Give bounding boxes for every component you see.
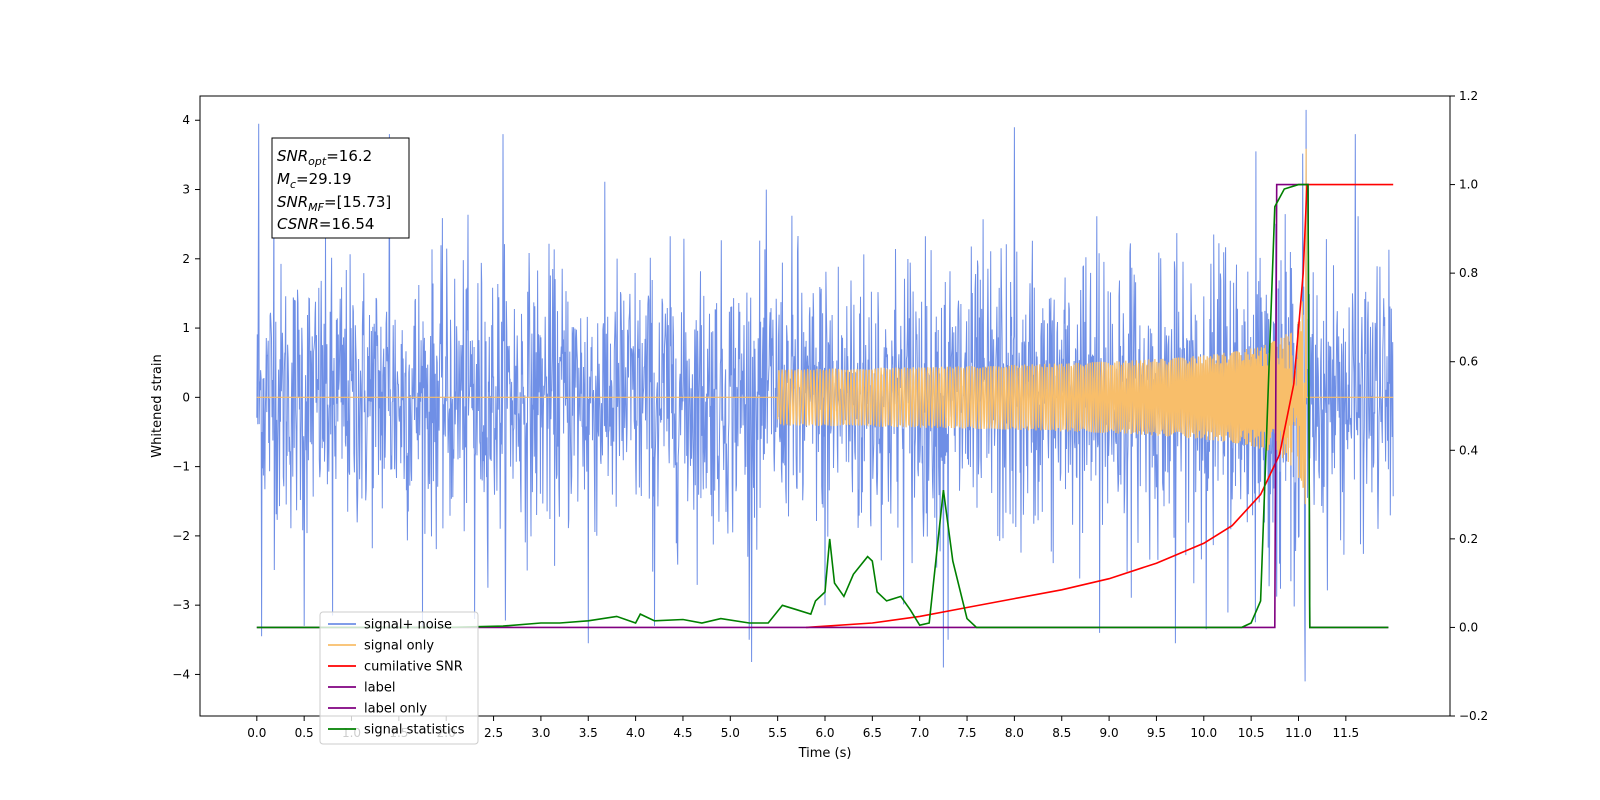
y-tick-label: 1 (182, 321, 190, 335)
x-tick-label: 11.0 (1285, 726, 1312, 740)
svg-text:SNRopt=16.2: SNRopt=16.2 (277, 147, 372, 168)
x-tick-label: 0.0 (247, 726, 266, 740)
x-tick-label: 8.5 (1052, 726, 1071, 740)
x-tick-label: 4.5 (673, 726, 692, 740)
x-tick-label: 2.5 (484, 726, 503, 740)
y-tick-label: 2 (182, 252, 190, 266)
annotation-sym: CSNR (277, 215, 319, 233)
y-tick-label: −3 (172, 598, 190, 612)
series-cumilative-snr (806, 183, 1394, 629)
x-tick-label: 3.0 (531, 726, 550, 740)
y2-tick-label: 0.2 (1459, 532, 1478, 546)
x-tick-label: 6.5 (863, 726, 882, 740)
x-tick-label: 6.0 (815, 726, 834, 740)
annotation-value: =[15.73] (324, 193, 391, 211)
annotation-value: =16.2 (326, 147, 372, 165)
x-tick-label: 5.5 (768, 726, 787, 740)
y-axis-right: 1.2 1.0 0.8 0.6 0.4 0.2 0.0 −0.2 (1450, 89, 1488, 723)
x-tick-label: 9.5 (1147, 726, 1166, 740)
x-tick-label: 7.5 (957, 726, 976, 740)
y-axis-left: 4 3 2 1 0 −1 −2 −3 −4 (172, 113, 200, 681)
annotation-sym: SNR (277, 147, 308, 165)
x-tick-label: 9.0 (1100, 726, 1119, 740)
annotation-value: =16.54 (319, 215, 375, 233)
x-tick-label: 10.0 (1190, 726, 1217, 740)
y-tick-label: 0 (182, 390, 190, 404)
legend-label: cumilative SNR (364, 660, 463, 675)
y2-tick-label: 0.6 (1459, 355, 1478, 369)
annotation-sub: c (290, 178, 296, 191)
y2-tick-label: 0.8 (1459, 266, 1478, 280)
y2-tick-label: 1.0 (1459, 178, 1478, 192)
y2-tick-label: −0.2 (1459, 709, 1488, 723)
legend-box (319, 611, 479, 745)
annotation-sub: MF (308, 201, 324, 214)
y-tick-label: 4 (182, 113, 190, 127)
x-tick-label: 8.0 (1005, 726, 1024, 740)
y-axis-label: Whitened strain (150, 354, 165, 457)
legend-label: signal statistics (364, 723, 465, 738)
annotation-sym: M (277, 170, 290, 188)
legend: signal+ noise signal only cumilative SNR la… (319, 611, 479, 745)
legend-label: label (364, 681, 395, 696)
legend-label: signal only (364, 639, 434, 654)
y-tick-label: −1 (172, 460, 190, 474)
y2-tick-label: 0.0 (1459, 620, 1478, 634)
legend-label: signal+ noise (364, 618, 452, 633)
annotation-sym: SNR (277, 193, 308, 211)
y2-tick-label: 1.2 (1459, 89, 1478, 103)
svg-text:Mc=29.19: Mc=29.19 (277, 170, 352, 191)
svg-text:SNRMF=[15.73]: SNRMF=[15.73] (277, 193, 391, 214)
x-tick-label: 0.5 (295, 726, 314, 740)
y2-tick-label: 0.4 (1459, 443, 1478, 457)
y-tick-label: −4 (172, 667, 190, 681)
series-signal-noise (256, 109, 1394, 682)
svg-text:CSNR=16.54: CSNR=16.54 (277, 215, 374, 233)
x-tick-label: 7.0 (910, 726, 929, 740)
series-signal-statistics (256, 183, 1389, 629)
x-tick-label: 5.0 (721, 726, 740, 740)
annotation-sub: opt (308, 155, 327, 168)
plot-area (256, 109, 1394, 682)
annotation-box: SNRopt=16.2 Mc=29.19 SNRMF=[15.73] CSNR=… (271, 137, 410, 239)
legend-label: label only (364, 702, 427, 717)
y-tick-label: 3 (182, 183, 190, 197)
x-tick-label: 11.5 (1332, 726, 1359, 740)
x-tick-label: 3.5 (579, 726, 598, 740)
x-axis-label: Time (s) (798, 746, 852, 761)
x-tick-label: 10.5 (1238, 726, 1265, 740)
x-tick-label: 4.0 (626, 726, 645, 740)
y-tick-label: −2 (172, 529, 190, 543)
series-signal-only (256, 148, 1394, 505)
annotation-value: =29.19 (296, 170, 352, 188)
